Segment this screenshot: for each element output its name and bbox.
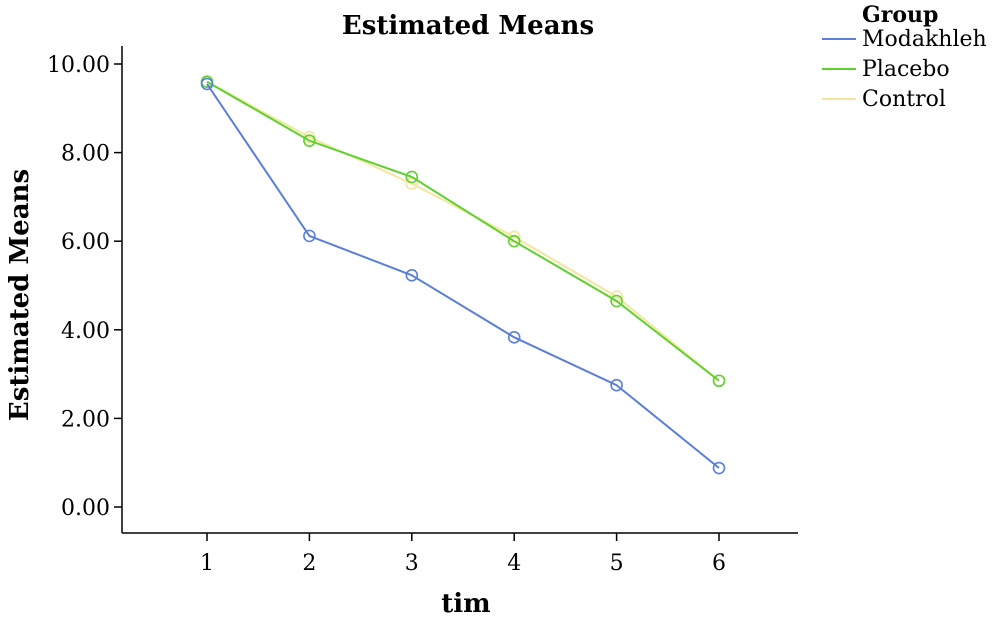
y-tick-label: 8.00 (61, 142, 110, 167)
series-placebo (200, 75, 726, 388)
data-point (712, 374, 726, 388)
y-tick-label: 0.00 (61, 496, 110, 521)
y-tick-label: 4.00 (61, 319, 110, 344)
data-point (610, 294, 623, 308)
data-point (712, 461, 726, 475)
y-axis-ticks: 0.00 2.00 4.00 6.00 8.00 10.00 (47, 53, 122, 521)
data-point (405, 170, 419, 184)
legend-label: Control (862, 87, 946, 112)
y-tick-label: 6.00 (61, 230, 110, 255)
data-point (303, 134, 316, 147)
x-axis-title: tim (441, 589, 490, 619)
legend-label: Modakhleh (862, 27, 987, 52)
legend-label: Placebo (862, 57, 950, 82)
legend-title: Group (862, 2, 938, 28)
series-layer (200, 75, 726, 475)
legend-item: Placebo (822, 57, 950, 82)
data-point (303, 229, 316, 243)
data-point (405, 269, 419, 282)
data-point (507, 234, 521, 248)
legend-item: Control (822, 87, 946, 112)
y-axis-title: Estimated Means (5, 169, 35, 421)
x-tick-label: 2 (302, 551, 316, 576)
series-line (206, 83, 720, 469)
data-point (507, 331, 521, 344)
data-point (200, 77, 214, 91)
x-tick-label: 6 (712, 551, 726, 576)
x-tick-label: 5 (610, 551, 624, 576)
chart-title: Estimated Means (342, 11, 594, 41)
data-point (610, 378, 623, 392)
y-tick-label: 10.00 (47, 53, 110, 78)
series-modakhleh (200, 77, 726, 475)
x-axis-ticks: 1 2 3 4 5 6 (200, 533, 726, 576)
series-line (206, 80, 720, 382)
legend: Group Modakhleh Placebo Control (822, 2, 987, 112)
legend-item: Modakhleh (822, 27, 987, 52)
x-tick-label: 3 (405, 551, 419, 576)
x-tick-label: 4 (507, 551, 521, 576)
y-tick-label: 2.00 (61, 407, 110, 432)
x-tick-label: 1 (200, 551, 214, 576)
